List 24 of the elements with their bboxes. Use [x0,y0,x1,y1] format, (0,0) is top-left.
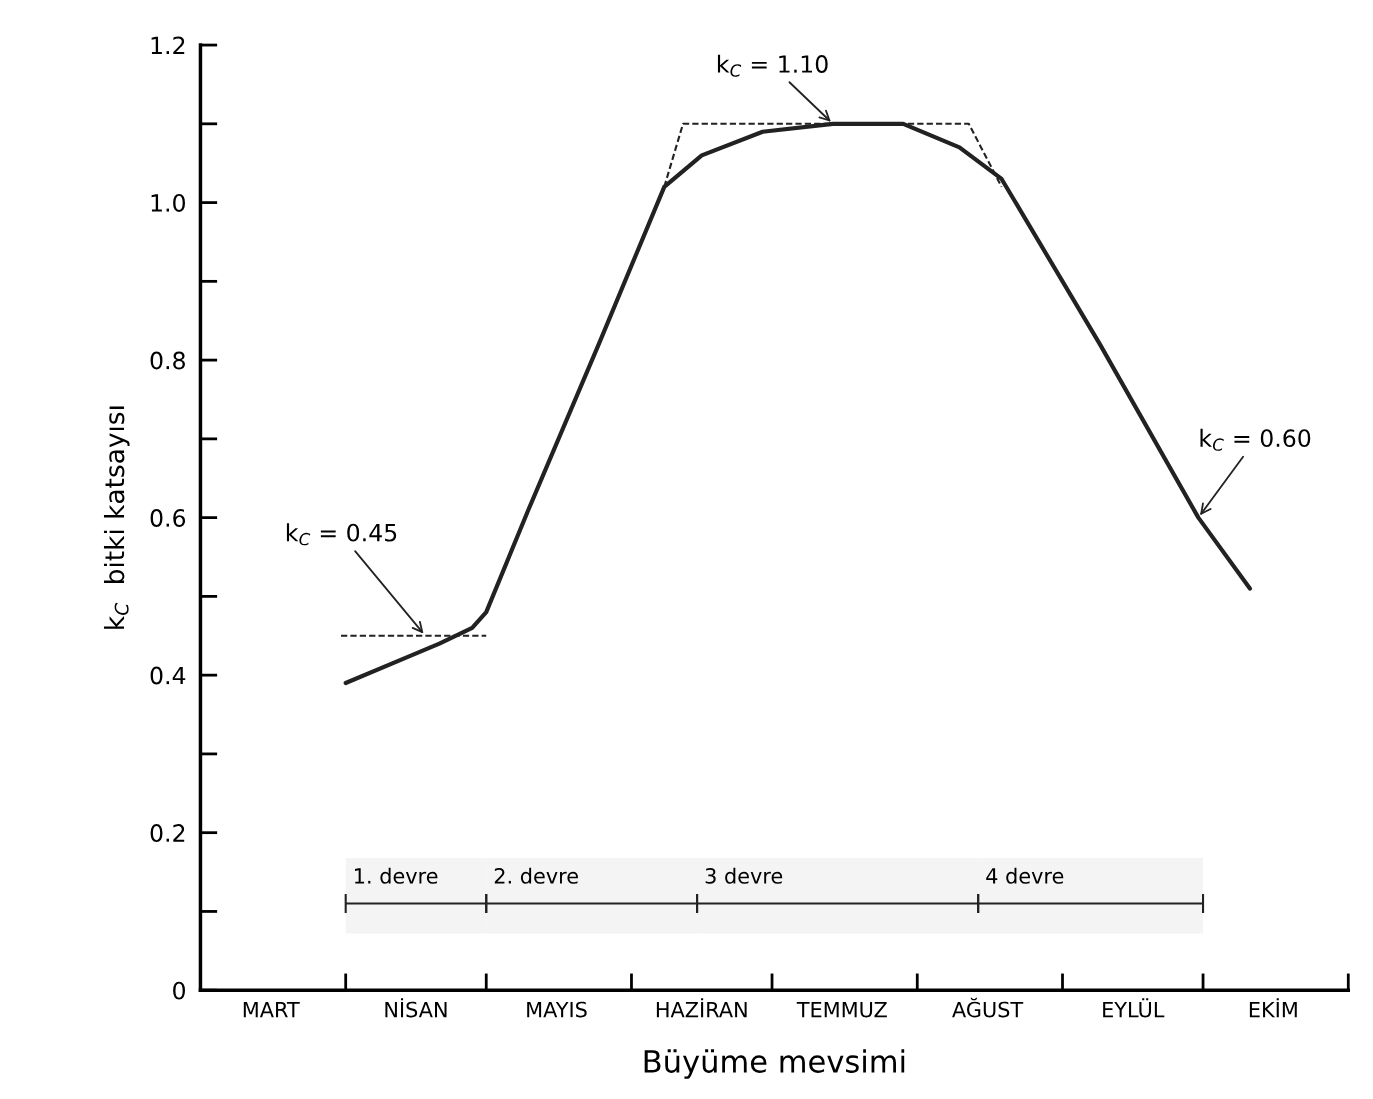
y-tick-label: 0.2 [150,824,185,842]
y-tick-label: 0.6 [150,509,186,527]
y-tick-label: 0.8 [150,351,185,370]
annotation: k$_{C}$ = 0.45 [286,523,397,546]
x-tick-label: AĞUST [952,997,1024,1018]
x-axis-title: Büyüme mevsimi [644,1049,905,1079]
y-tick-label: 0.4 [150,666,186,685]
x-tick-label: MART [243,1001,300,1018]
x-tick-label: NİSAN [385,998,447,1018]
y-tick-label: 1.0 [151,194,185,212]
x-tick-label: HAZİRAN [656,998,747,1018]
annotation: k$_{C}$ = 0.60 [1200,428,1311,451]
band-label: 3 devre [705,867,783,884]
y-tick-label: 0 [173,981,185,1000]
x-tick-label: EKİM [1249,998,1297,1018]
band-label: 4 devre [986,867,1064,884]
x-tick-label: MAYIS [527,1001,587,1018]
band-label: 1. devre [355,867,438,884]
y-axis-title: k$_{C}$ bitki katsayısı [103,406,130,629]
y-tick-label: 1.2 [151,36,185,55]
x-tick-label: EYLÜL [1103,998,1165,1018]
band-label: 2. devre [494,867,578,884]
annotation: k$_{C}$ = 1.10 [717,54,828,77]
x-tick-label: TEMMUZ [796,1001,887,1018]
